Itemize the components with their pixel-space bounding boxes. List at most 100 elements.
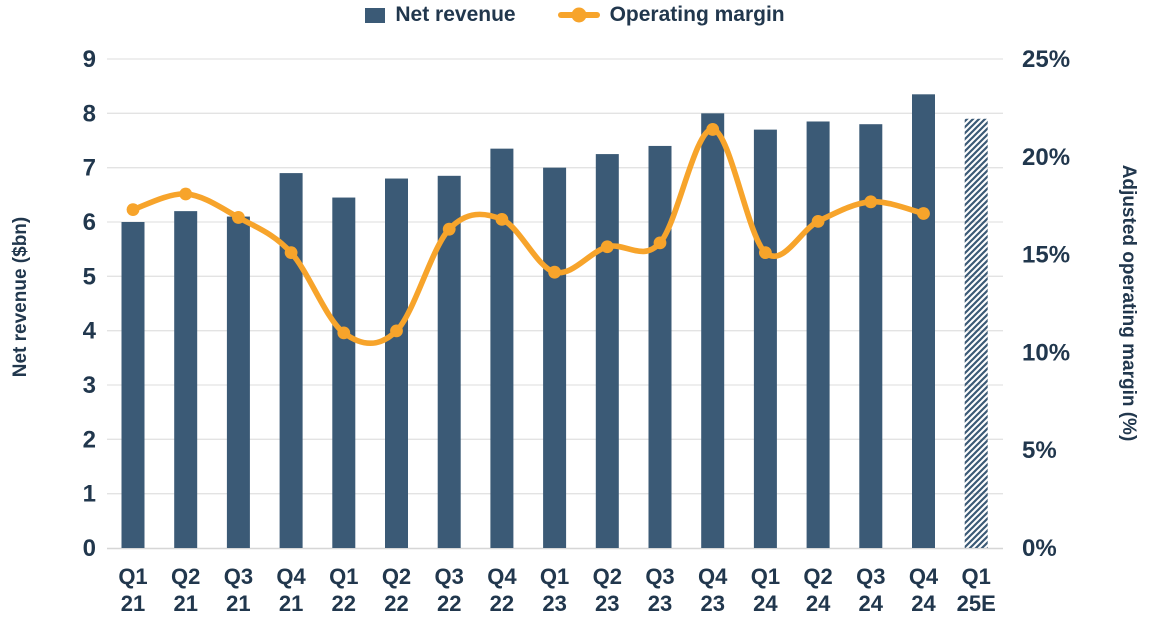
margin-point-q4-22	[495, 212, 509, 226]
svg-text:Q4: Q4	[909, 564, 939, 589]
margin-point-q4-23	[706, 123, 720, 136]
bar-q3-21	[226, 216, 250, 549]
right-axis-tick-labels: 0% 5% 10% 15% 20% 25%	[1022, 46, 1070, 562]
margin-point-q3-23	[653, 236, 667, 250]
svg-text:Q3: Q3	[224, 564, 253, 589]
left-tick-6: 6	[83, 209, 96, 236]
svg-text:21: 21	[121, 591, 145, 616]
margin-point-q1-24	[759, 246, 772, 260]
margin-point-q1-22	[337, 326, 351, 340]
bar-q4-23	[701, 113, 725, 548]
bar-q1-22	[332, 197, 356, 549]
svg-text:24: 24	[911, 591, 936, 616]
operating-margin-markers	[126, 123, 930, 340]
svg-text:Q1: Q1	[118, 564, 147, 589]
svg-text:Q1: Q1	[962, 564, 991, 589]
svg-text:Q1: Q1	[540, 564, 569, 589]
svg-text:Q1: Q1	[329, 564, 358, 589]
bar-q3-22	[437, 175, 461, 549]
svg-text:22: 22	[384, 591, 408, 616]
margin-point-q4-21	[284, 246, 298, 260]
operating-margin-line	[130, 126, 927, 346]
svg-text:Q4: Q4	[487, 564, 517, 589]
svg-text:Q2: Q2	[593, 564, 622, 589]
svg-text:Q3: Q3	[435, 564, 464, 589]
margin-point-q1-23	[548, 265, 561, 279]
margin-point-q3-24	[864, 195, 878, 209]
svg-text:22: 22	[332, 591, 356, 616]
right-tick-15: 15%	[1022, 242, 1070, 269]
left-tick-3: 3	[83, 372, 96, 399]
bar-q2-22	[385, 178, 408, 549]
bar-q4-21	[279, 173, 303, 548]
bar-q4-22	[490, 148, 514, 548]
svg-text:23: 23	[542, 591, 566, 616]
left-axis-title: Net revenue ($bn)	[10, 216, 31, 378]
svg-text:22: 22	[437, 591, 461, 616]
svg-text:21: 21	[173, 591, 197, 616]
left-tick-2: 2	[83, 426, 96, 453]
right-tick-25: 25%	[1022, 46, 1070, 73]
bar-q1-23	[543, 167, 567, 548]
right-tick-5: 5%	[1022, 437, 1057, 464]
margin-point-q2-22	[390, 324, 403, 338]
bar-q2-24	[806, 121, 830, 548]
bar-q1-21	[121, 222, 145, 548]
svg-text:Q3: Q3	[645, 564, 674, 589]
svg-text:23: 23	[648, 591, 672, 616]
margin-point-q3-21	[232, 211, 245, 224]
svg-text:24: 24	[806, 591, 831, 616]
svg-text:Q2: Q2	[382, 564, 411, 589]
margin-point-q2-21	[179, 187, 193, 201]
net-revenue-bars	[121, 94, 988, 549]
margin-point-q2-24	[811, 214, 825, 228]
x-axis-tick-labels: Q121Q221Q321Q421Q122Q222Q322Q422Q123Q223…	[118, 564, 995, 616]
svg-text:22: 22	[490, 591, 514, 616]
svg-text:21: 21	[279, 591, 303, 616]
left-tick-1: 1	[83, 481, 96, 508]
svg-text:Q4: Q4	[276, 564, 306, 589]
svg-text:Q3: Q3	[856, 564, 885, 589]
right-tick-10: 10%	[1022, 339, 1070, 366]
svg-text:24: 24	[753, 591, 778, 616]
bar-q3-23	[648, 145, 672, 548]
svg-text:Q2: Q2	[171, 564, 200, 589]
svg-text:Q2: Q2	[803, 564, 832, 589]
bar-q2-21	[174, 211, 198, 548]
svg-text:21: 21	[226, 591, 250, 616]
svg-text:Q1: Q1	[751, 564, 780, 589]
svg-text:23: 23	[700, 591, 724, 616]
svg-text:23: 23	[595, 591, 619, 616]
svg-text:24: 24	[859, 591, 884, 616]
left-tick-7: 7	[83, 155, 96, 182]
margin-point-q2-23	[600, 240, 614, 254]
left-tick-0: 0	[83, 535, 96, 562]
svg-text:Q4: Q4	[698, 564, 728, 589]
right-axis-title: Adjusted operating margin (%)	[1118, 164, 1139, 442]
bar-q1-24	[753, 129, 777, 548]
left-tick-5: 5	[83, 263, 96, 290]
bar-q3-24	[859, 124, 883, 548]
left-tick-8: 8	[83, 100, 96, 127]
left-tick-9: 9	[83, 46, 96, 73]
svg-text:25E: 25E	[957, 591, 996, 616]
right-tick-20: 20%	[1022, 144, 1070, 171]
bar-q4-24	[912, 94, 935, 549]
